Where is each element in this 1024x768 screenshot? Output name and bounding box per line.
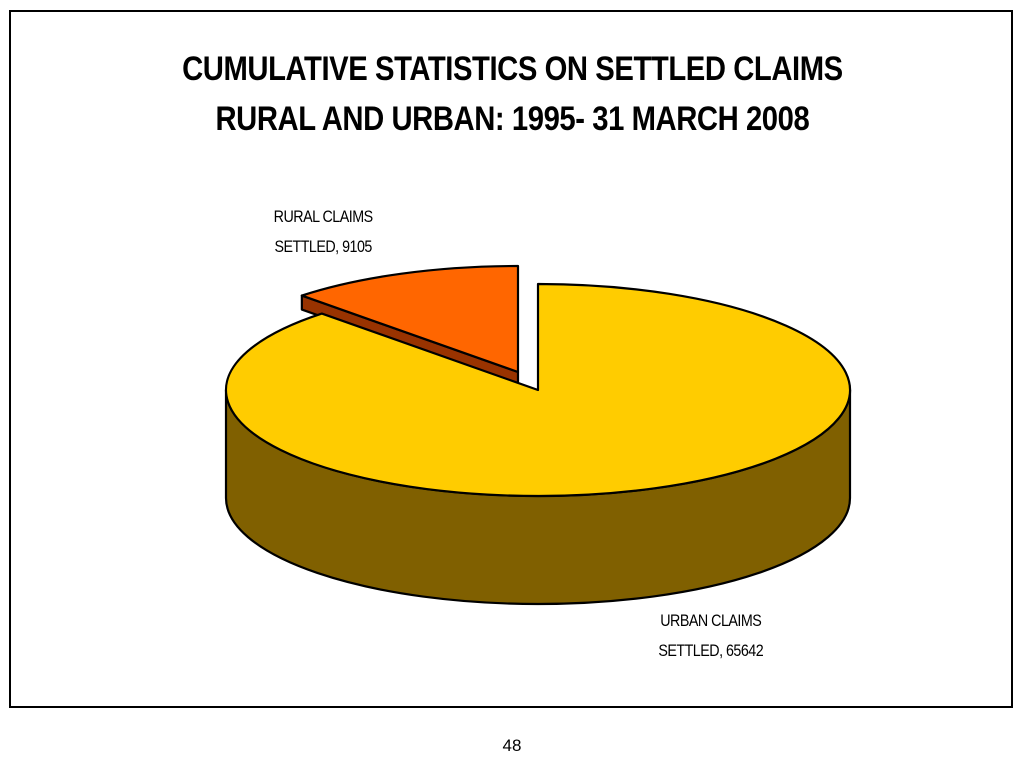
rural-slice-top [300,264,520,374]
chart-title-line-1: CUMULATIVE STATISTICS ON SETTLED CLAIMS [182,50,843,88]
chart-title: CUMULATIVE STATISTICS ON SETTLED CLAIMS … [81,44,944,144]
urban-label-line-2: SETTLED, 65642 [658,641,764,660]
rural-label-line-2: SETTLED, 9105 [274,237,372,256]
urban-slice-label: URBAN CLAIMS SETTLED, 65642 [658,606,763,666]
urban-slice-top [224,282,852,498]
page-number: 48 [502,736,522,755]
rural-slice-label: RURAL CLAIMS SETTLED, 9105 [274,202,373,262]
urban-label-line-1: URBAN CLAIMS [660,611,762,630]
chart-title-line-2: RURAL AND URBAN: 1995- 31 MARCH 2008 [215,100,810,138]
rural-label-line-1: RURAL CLAIMS [273,207,373,226]
